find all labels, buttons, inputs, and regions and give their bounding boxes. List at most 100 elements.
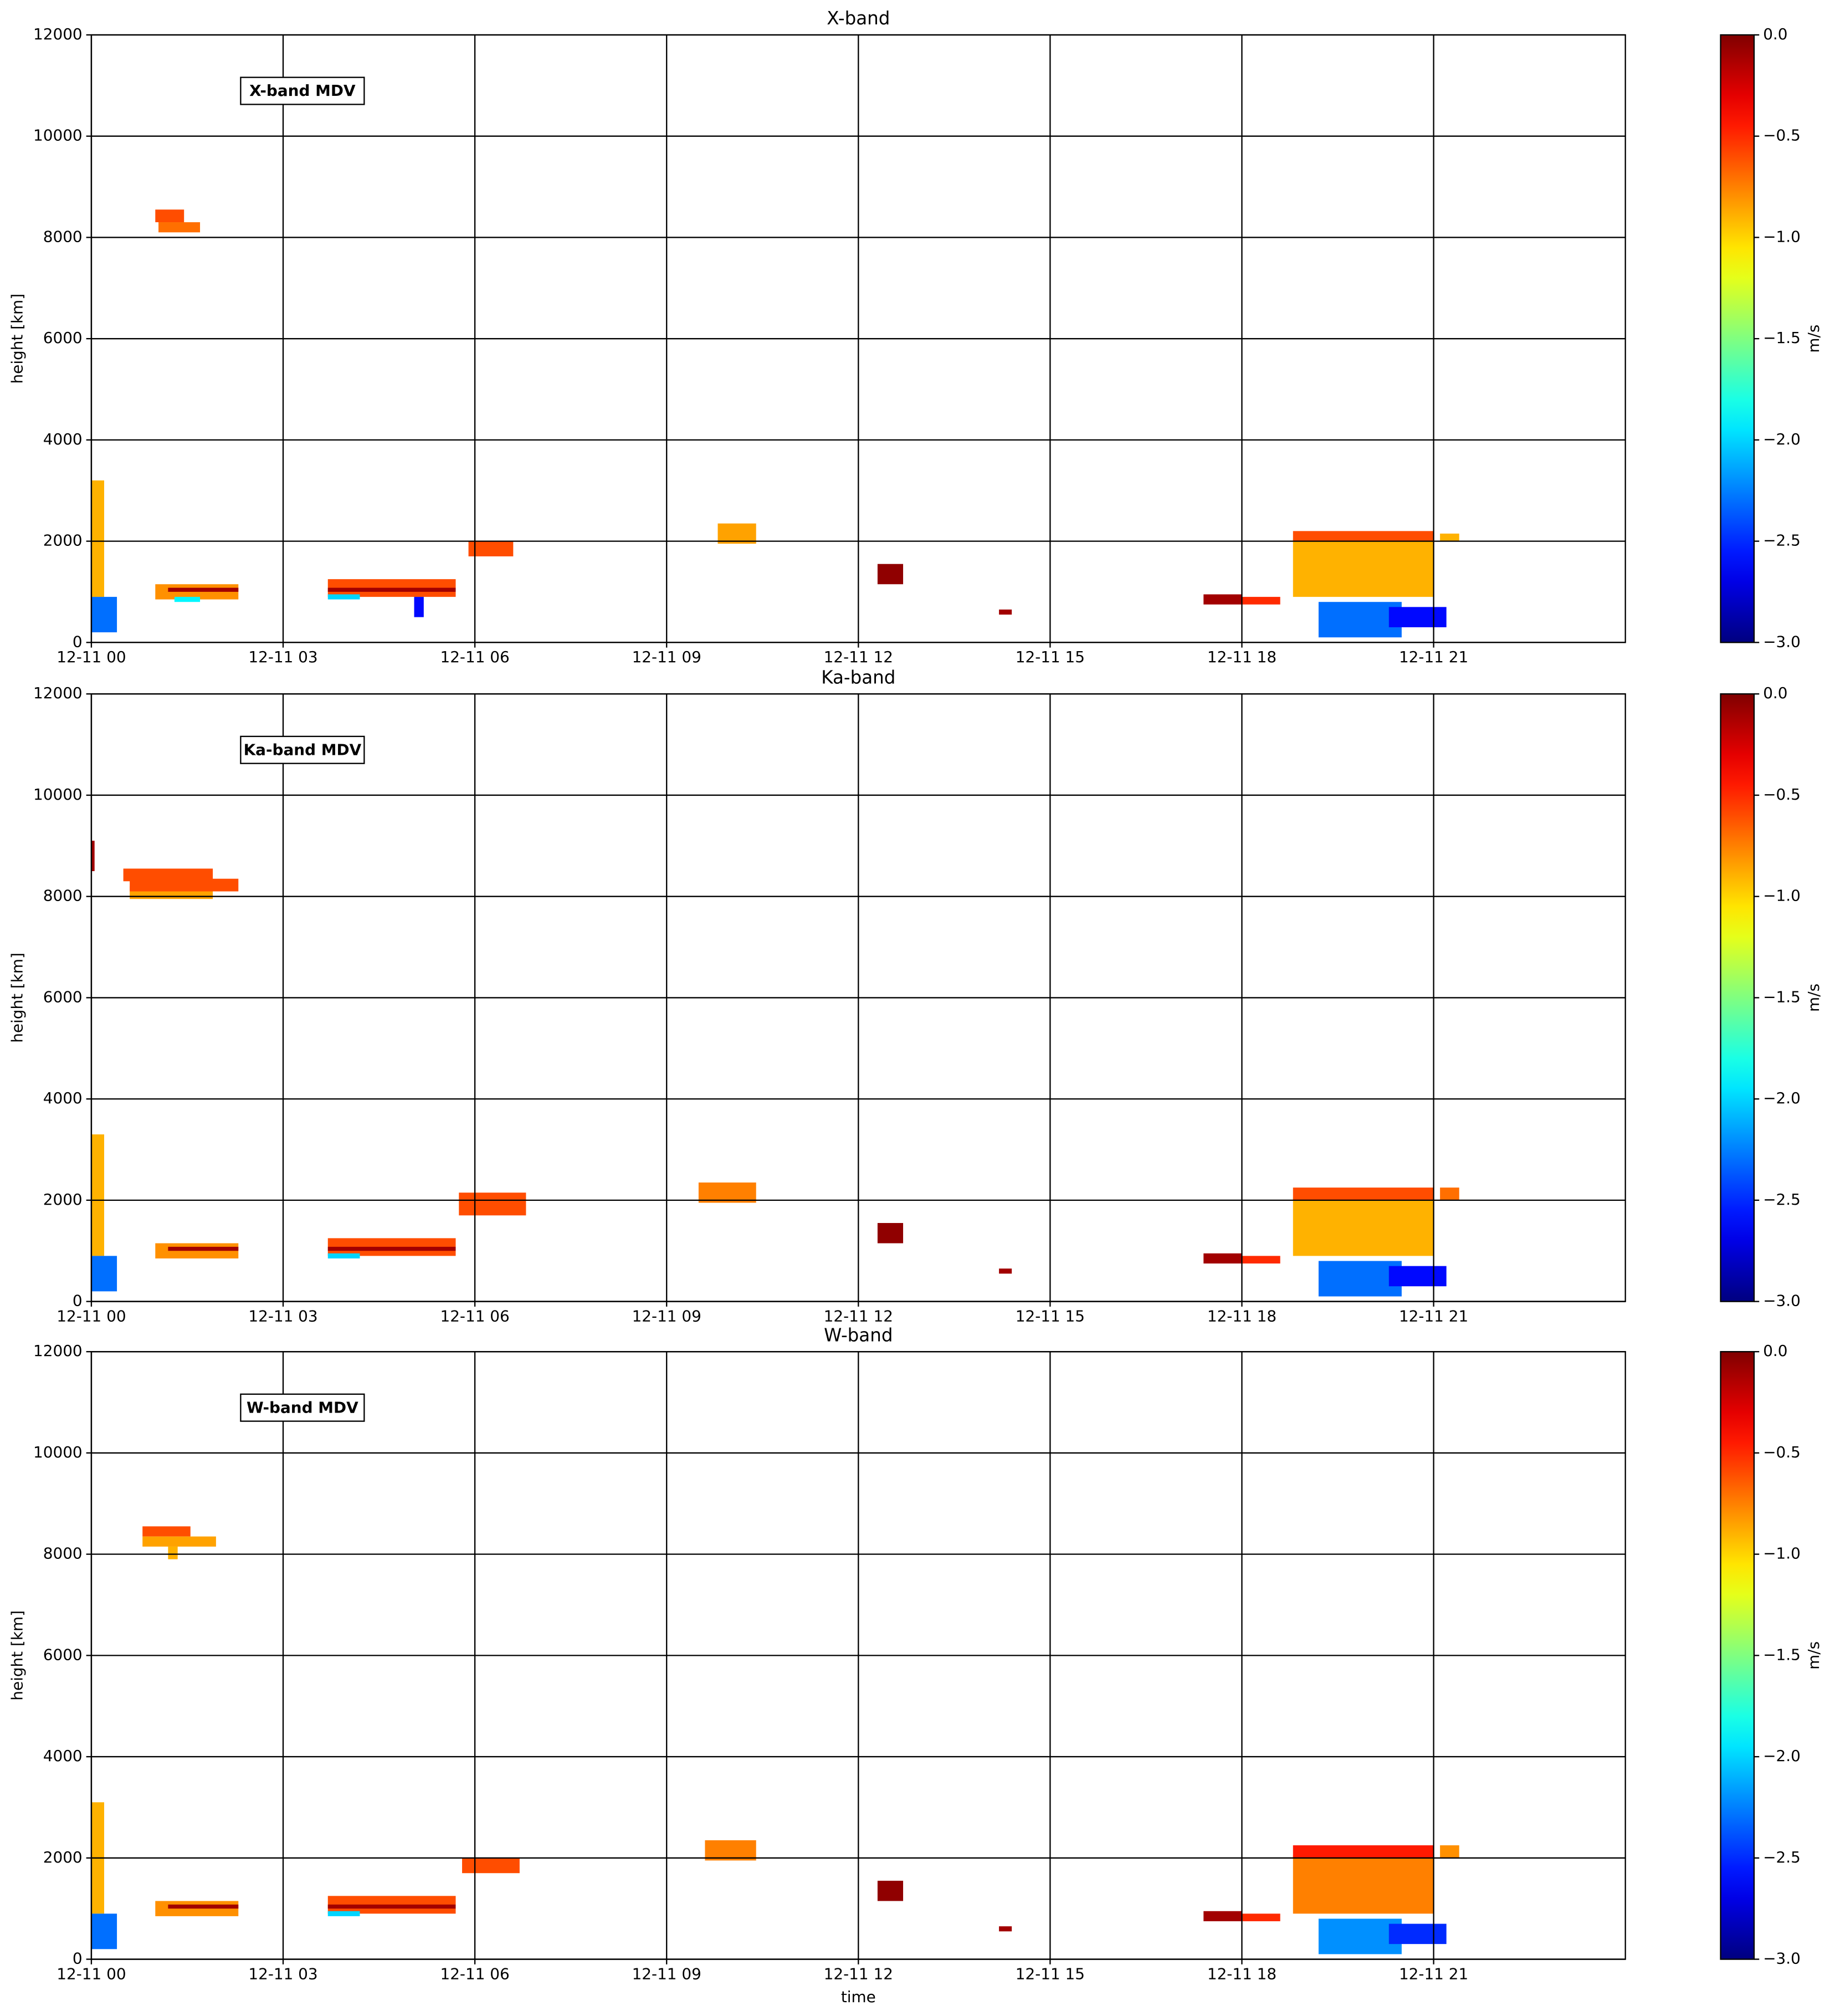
colorbar-tick-label: −1.0 <box>1763 227 1801 245</box>
heatmap-cell <box>877 564 904 585</box>
heatmap-cell <box>168 1904 239 1909</box>
heatmap-cell <box>698 1182 756 1203</box>
colorbar-tick-label: −1.0 <box>1763 887 1801 905</box>
x-tick-label: 12-11 00 <box>57 1964 126 1983</box>
y-tick-label: 10000 <box>33 1443 83 1461</box>
y-tick-label: 8000 <box>43 1544 83 1563</box>
panel-title: W-band <box>824 1324 893 1345</box>
x-tick-label: 12-11 09 <box>632 648 701 666</box>
x-tick-label: 12-11 12 <box>824 648 893 666</box>
heatmap-cell <box>1318 1918 1402 1954</box>
heatmap-cell <box>1293 1188 1434 1200</box>
x-tick-label: 12-11 00 <box>57 648 126 666</box>
heatmap-cell <box>123 868 213 882</box>
heatmap-cell <box>327 594 360 600</box>
colorbar <box>1720 1351 1755 1960</box>
x-tick-label: 12-11 21 <box>1399 648 1468 666</box>
y-tick-label: 8000 <box>43 227 83 245</box>
x-tick-label: 12-11 12 <box>824 1307 893 1325</box>
heatmap-cell <box>1242 1913 1280 1922</box>
heatmap-cell <box>999 609 1012 615</box>
colorbar-tick-label: −2.5 <box>1763 1190 1801 1209</box>
colorbar-tick-label: −2.5 <box>1763 1848 1801 1866</box>
heatmap-cell <box>91 1256 117 1292</box>
heatmap-cell <box>1242 1256 1280 1264</box>
heatmap-cell <box>877 1880 904 1901</box>
annotation: W-band MDV <box>247 1398 358 1416</box>
colorbar-label: m/s <box>1805 1641 1823 1670</box>
y-tick-label: 2000 <box>43 1848 83 1866</box>
y-tick-label: 4000 <box>43 430 83 448</box>
x-tick-label: 12-11 00 <box>57 1307 126 1325</box>
x-tick-label: 12-11 12 <box>824 1964 893 1983</box>
x-tick-label: 12-11 09 <box>632 1307 701 1325</box>
heatmap-cell <box>1242 597 1280 605</box>
x-tick-label: 12-11 21 <box>1399 1964 1468 1983</box>
colorbar-tick-label: −3.0 <box>1763 1950 1801 1968</box>
y-tick-label: 0 <box>73 1292 83 1310</box>
y-tick-label: 4000 <box>43 1089 83 1107</box>
annotation-box <box>240 1393 365 1422</box>
heatmap-cell <box>174 597 201 602</box>
x-tick-label: 12-11 06 <box>440 1307 509 1325</box>
y-axis-label: height [km] <box>8 1610 27 1701</box>
heatmap-cell <box>1203 594 1242 605</box>
y-tick-label: 2000 <box>43 531 83 550</box>
colorbar-tick-label: −0.5 <box>1763 1443 1801 1461</box>
heatmap-cell <box>1440 1845 1459 1858</box>
x-tick-label: 12-11 03 <box>248 648 317 666</box>
heatmap-cell <box>1388 607 1447 627</box>
y-tick-label: 12000 <box>33 1342 83 1360</box>
heatmap-cell <box>130 878 239 892</box>
heatmap-cell <box>1318 1261 1402 1297</box>
y-tick-label: 6000 <box>43 1645 83 1664</box>
x-tick-label: 12-11 15 <box>1016 648 1085 666</box>
colorbar-tick-label: −3.0 <box>1763 1292 1801 1310</box>
heatmap-cell <box>155 209 184 223</box>
heatmap-cell <box>1293 1198 1434 1256</box>
y-tick-label: 12000 <box>33 684 83 702</box>
x-axis-label: time <box>841 1988 876 2006</box>
heatmap-cell <box>462 1858 520 1874</box>
y-axis-label: height [km] <box>8 953 27 1043</box>
axes-frame <box>90 1351 1626 1960</box>
colorbar-label: m/s <box>1805 325 1823 353</box>
y-axis-label: height [km] <box>8 294 27 384</box>
heatmap-cell <box>1203 1253 1242 1264</box>
heatmap-cell <box>91 480 104 597</box>
heatmap-cell <box>1203 1911 1242 1922</box>
annotation: X-band MDV <box>249 81 356 100</box>
heatmap-cell <box>155 1901 239 1916</box>
colorbar-tick-label: −2.0 <box>1763 1747 1801 1765</box>
y-tick-label: 0 <box>73 632 83 651</box>
x-tick-label: 12-11 03 <box>248 1307 317 1325</box>
y-tick-label: 10000 <box>33 785 83 804</box>
panel-title: Ka-band <box>821 667 895 688</box>
heatmap-cell <box>1293 539 1434 597</box>
heatmap-cell <box>877 1222 904 1244</box>
y-tick-label: 4000 <box>43 1747 83 1765</box>
panel: X-band 0 2000 4000 6000 8000 10000 12000 12-11 0… <box>8 8 1823 666</box>
annotation-box <box>240 735 365 764</box>
heatmap-cell <box>142 1526 191 1537</box>
colorbar <box>1720 34 1755 643</box>
axes-frame <box>90 693 1626 1302</box>
x-tick-label: 12-11 09 <box>632 1964 701 1983</box>
x-tick-label: 12-11 18 <box>1207 648 1277 666</box>
heatmap-cell <box>327 1253 360 1258</box>
colorbar-tick-label: −1.5 <box>1763 1645 1801 1664</box>
panel: W-band 0 2000 4000 6000 8000 10000 12000 12-11 0… <box>8 1324 1823 2006</box>
heatmap-cell <box>1440 533 1459 541</box>
heatmap-cell <box>91 841 95 872</box>
heatmap-cell <box>1293 1845 1434 1858</box>
colorbar-tick-label: −2.0 <box>1763 430 1801 448</box>
x-tick-label: 12-11 18 <box>1207 1307 1277 1325</box>
axes-frame <box>90 34 1626 643</box>
panel-title: X-band <box>827 8 890 29</box>
heatmap-cell <box>327 1246 456 1251</box>
heatmap-cell <box>327 1911 360 1916</box>
heatmap-cell <box>168 1246 239 1251</box>
heatmap-cell <box>327 1904 456 1909</box>
heatmap-cell <box>1318 602 1402 638</box>
y-tick-label: 10000 <box>33 126 83 145</box>
